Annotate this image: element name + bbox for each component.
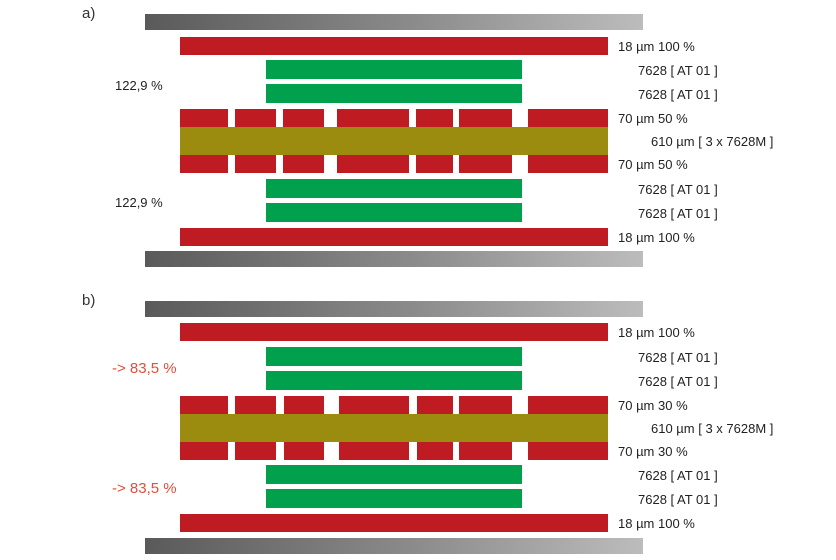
inner-copper-bottom-segment-a bbox=[235, 155, 276, 173]
prepreg-layer-4-a bbox=[266, 203, 522, 222]
core-layer-a bbox=[180, 127, 608, 155]
panel-b-label: b) bbox=[82, 292, 96, 309]
top-copper-layer-a bbox=[180, 37, 608, 55]
inner-copper-bottom-segment-b bbox=[180, 442, 228, 460]
inner-copper-top-segment-b bbox=[180, 396, 228, 414]
inner-copper-top-segment-a bbox=[283, 109, 324, 127]
press-plate-bottom-a bbox=[145, 251, 643, 267]
inner-copper-bottom-segment-a bbox=[337, 155, 409, 173]
inner-copper-top-segment-a bbox=[459, 109, 512, 127]
bottom-copper-layer-b bbox=[180, 514, 608, 532]
prepreg-layer-1-b bbox=[266, 347, 522, 366]
inner-copper-bottom-segment-b bbox=[284, 442, 324, 460]
inner-copper-bottom-segment-b bbox=[235, 442, 276, 460]
prepreg-layer-1-a bbox=[266, 60, 522, 79]
inner-copper-top-segment-b bbox=[339, 396, 409, 414]
inner-copper-top-segment-a bbox=[337, 109, 409, 127]
bottom-copper-layer-a bbox=[180, 228, 608, 246]
inner-copper-top-segment-b bbox=[417, 396, 453, 414]
inner-copper-bottom-label-b: 70 µm 30 % bbox=[618, 444, 688, 459]
bottom-copper-label-a: 18 µm 100 % bbox=[618, 230, 695, 245]
bottom-copper-label-b: 18 µm 100 % bbox=[618, 516, 695, 531]
prepreg-layer-2-b bbox=[266, 371, 522, 390]
inner-copper-bottom-segment-b bbox=[528, 442, 608, 460]
inner-copper-bottom-segment-a bbox=[180, 155, 228, 173]
fill-percentage-top-b: -> 83,5 % bbox=[112, 360, 177, 377]
prepreg-layer-4-b bbox=[266, 489, 522, 508]
inner-copper-bottom-segment-b bbox=[339, 442, 409, 460]
inner-copper-bottom-segment-a bbox=[283, 155, 324, 173]
fill-percentage-bottom-a: 122,9 % bbox=[115, 195, 163, 210]
fill-percentage-bottom-b: -> 83,5 % bbox=[112, 480, 177, 497]
inner-copper-bottom-segment-a bbox=[459, 155, 512, 173]
prepreg-layer-3-b bbox=[266, 465, 522, 484]
inner-copper-top-segment-b bbox=[284, 396, 324, 414]
prepreg-label-3-b: 7628 [ AT 01 ] bbox=[638, 468, 718, 483]
prepreg-label-1-a: 7628 [ AT 01 ] bbox=[638, 63, 718, 78]
prepreg-label-2-b: 7628 [ AT 01 ] bbox=[638, 374, 718, 389]
inner-copper-top-segment-b bbox=[459, 396, 512, 414]
inner-copper-bottom-segment-a bbox=[528, 155, 608, 173]
top-copper-label-a: 18 µm 100 % bbox=[618, 39, 695, 54]
core-label-b: 610 µm [ 3 x 7628M ] bbox=[651, 421, 774, 436]
inner-copper-bottom-label-a: 70 µm 50 % bbox=[618, 157, 688, 172]
prepreg-layer-3-a bbox=[266, 179, 522, 198]
inner-copper-top-label-b: 70 µm 30 % bbox=[618, 398, 688, 413]
inner-copper-top-segment-a bbox=[235, 109, 276, 127]
inner-copper-top-segment-b bbox=[528, 396, 608, 414]
press-plate-top-a bbox=[145, 14, 643, 30]
inner-copper-top-segment-a bbox=[416, 109, 453, 127]
inner-copper-bottom-segment-a bbox=[416, 155, 453, 173]
prepreg-label-3-a: 7628 [ AT 01 ] bbox=[638, 182, 718, 197]
press-plate-top-b bbox=[145, 301, 643, 317]
inner-copper-bottom-segment-b bbox=[417, 442, 453, 460]
panel-a-label: a) bbox=[82, 5, 96, 22]
press-plate-bottom-b bbox=[145, 538, 643, 554]
fill-percentage-top-a: 122,9 % bbox=[115, 78, 163, 93]
top-copper-label-b: 18 µm 100 % bbox=[618, 325, 695, 340]
inner-copper-top-label-a: 70 µm 50 % bbox=[618, 111, 688, 126]
core-label-a: 610 µm [ 3 x 7628M ] bbox=[651, 134, 774, 149]
inner-copper-top-segment-a bbox=[528, 109, 608, 127]
prepreg-label-2-a: 7628 [ AT 01 ] bbox=[638, 87, 718, 102]
prepreg-label-4-a: 7628 [ AT 01 ] bbox=[638, 206, 718, 221]
prepreg-label-4-b: 7628 [ AT 01 ] bbox=[638, 492, 718, 507]
prepreg-layer-2-a bbox=[266, 84, 522, 103]
inner-copper-bottom-segment-b bbox=[459, 442, 512, 460]
inner-copper-top-segment-b bbox=[235, 396, 276, 414]
inner-copper-top-segment-a bbox=[180, 109, 228, 127]
prepreg-label-1-b: 7628 [ AT 01 ] bbox=[638, 350, 718, 365]
core-layer-b bbox=[180, 414, 608, 442]
top-copper-layer-b bbox=[180, 323, 608, 341]
